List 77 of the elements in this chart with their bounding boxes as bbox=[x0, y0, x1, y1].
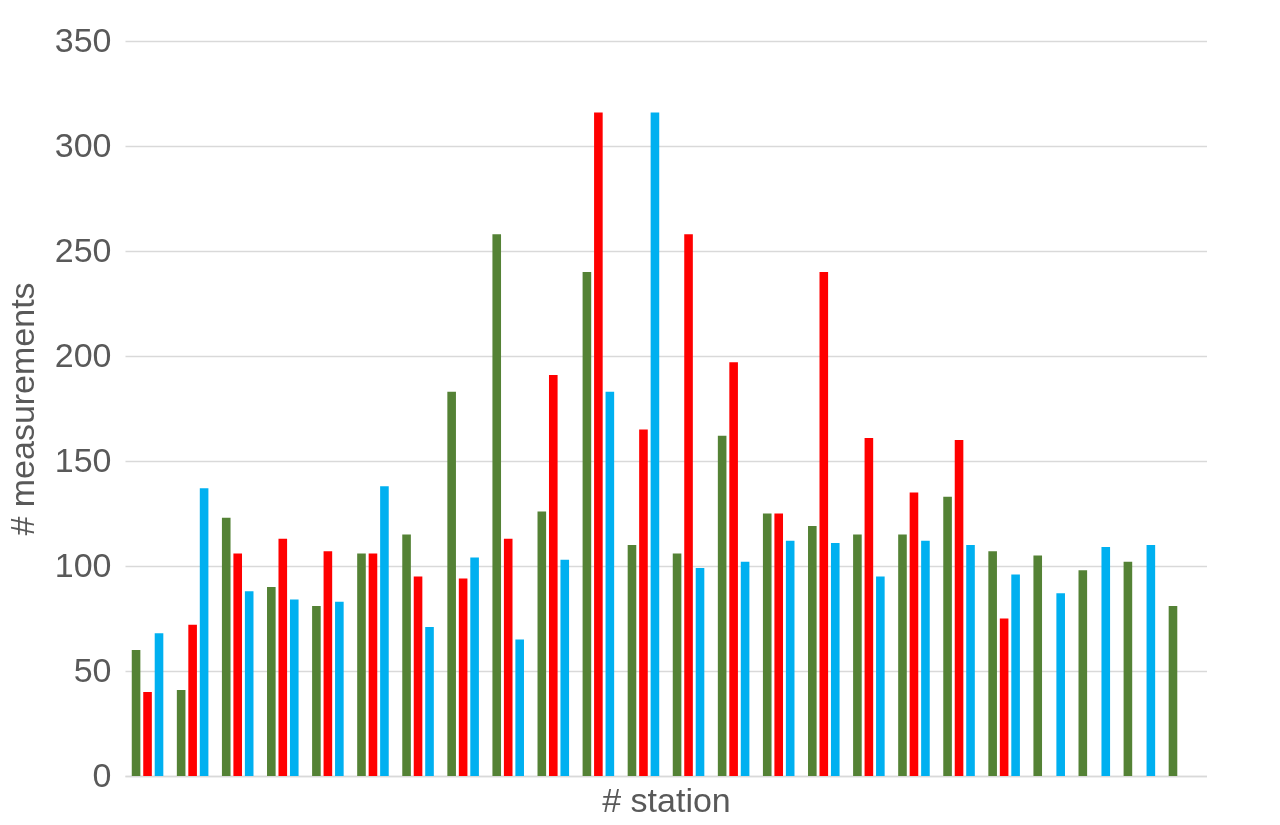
bar bbox=[1078, 570, 1088, 776]
bar bbox=[1168, 605, 1178, 776]
y-tick-label: 350 bbox=[54, 20, 112, 59]
bar bbox=[717, 435, 727, 776]
y-tick-label: 250 bbox=[54, 230, 112, 269]
bar bbox=[492, 234, 502, 776]
bar bbox=[188, 624, 197, 776]
bar bbox=[470, 557, 479, 776]
bar bbox=[729, 362, 738, 776]
bar bbox=[695, 568, 705, 776]
bar bbox=[605, 391, 615, 776]
bar bbox=[233, 553, 243, 776]
bar bbox=[312, 605, 321, 776]
bar bbox=[154, 633, 164, 776]
bar bbox=[1123, 561, 1133, 776]
bar bbox=[876, 576, 885, 776]
bar bbox=[323, 551, 333, 776]
bar bbox=[954, 440, 964, 776]
bar bbox=[999, 618, 1009, 776]
bar bbox=[176, 689, 186, 776]
bar bbox=[740, 561, 750, 776]
bar bbox=[380, 486, 389, 776]
bar bbox=[402, 534, 411, 776]
bar bbox=[774, 513, 784, 776]
bar bbox=[199, 488, 209, 776]
bar bbox=[548, 374, 558, 776]
bar bbox=[413, 576, 423, 776]
bar bbox=[143, 692, 152, 776]
bar bbox=[921, 540, 930, 776]
y-tick-label: 0 bbox=[92, 755, 112, 794]
y-tick-label: 200 bbox=[54, 335, 112, 374]
y-tick-label: 150 bbox=[54, 440, 112, 479]
bar bbox=[808, 526, 817, 776]
bar bbox=[627, 545, 637, 776]
bar bbox=[1146, 545, 1156, 776]
bar bbox=[1056, 593, 1065, 776]
x-axis-title: # station bbox=[602, 780, 731, 819]
bar bbox=[819, 272, 829, 776]
bar bbox=[537, 511, 547, 776]
y-tick-label: 300 bbox=[54, 125, 112, 164]
bar bbox=[335, 601, 344, 776]
bar bbox=[267, 587, 276, 776]
bar bbox=[864, 437, 874, 776]
bar bbox=[221, 517, 231, 776]
bar bbox=[898, 534, 907, 776]
bar bbox=[244, 591, 254, 776]
bar bbox=[785, 540, 795, 776]
bar bbox=[966, 545, 975, 776]
bar bbox=[650, 112, 660, 776]
bar bbox=[1033, 555, 1043, 776]
y-tick-label: 50 bbox=[73, 650, 112, 689]
bar bbox=[988, 551, 997, 776]
bar bbox=[639, 429, 648, 776]
bar bbox=[762, 513, 772, 776]
bar bbox=[1101, 547, 1111, 776]
bar bbox=[582, 272, 592, 776]
y-tick-label: 100 bbox=[54, 545, 112, 584]
bar bbox=[368, 553, 378, 776]
bar bbox=[1011, 574, 1020, 776]
bar bbox=[278, 538, 288, 776]
bar bbox=[425, 626, 434, 776]
bar bbox=[131, 650, 141, 776]
bar bbox=[853, 534, 862, 776]
bar bbox=[357, 553, 366, 776]
bar bbox=[672, 553, 682, 776]
bar bbox=[447, 391, 456, 776]
bar bbox=[289, 599, 299, 776]
bar bbox=[684, 234, 693, 776]
bar bbox=[515, 639, 524, 776]
bar bbox=[458, 578, 468, 776]
bar bbox=[909, 492, 919, 776]
y-axis-title: # measurements bbox=[2, 282, 41, 536]
bar bbox=[594, 112, 603, 776]
bar bbox=[503, 538, 513, 776]
bar bbox=[560, 559, 570, 776]
bar bbox=[830, 542, 840, 776]
bar bbox=[943, 496, 952, 776]
